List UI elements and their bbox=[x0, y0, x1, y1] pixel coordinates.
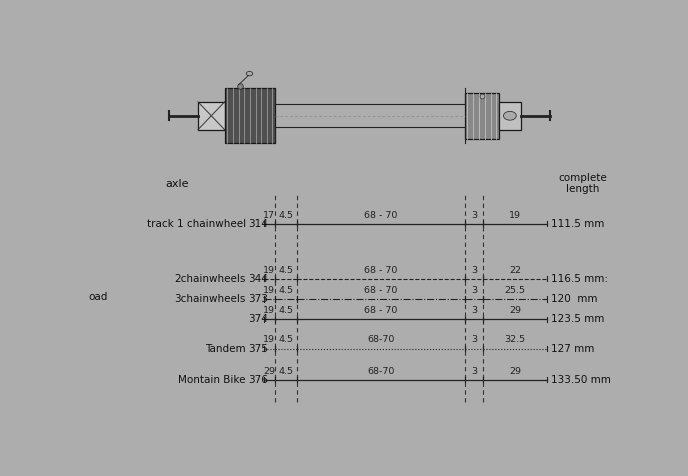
Text: 68 - 70: 68 - 70 bbox=[364, 286, 397, 295]
Text: 68-70: 68-70 bbox=[367, 367, 394, 376]
Text: 19: 19 bbox=[264, 306, 275, 315]
Text: 68-70: 68-70 bbox=[367, 336, 394, 345]
Text: 3: 3 bbox=[471, 336, 477, 345]
Text: 123.5 mm: 123.5 mm bbox=[551, 314, 604, 324]
Text: 133.50 mm: 133.50 mm bbox=[551, 375, 611, 385]
Bar bbox=[198, 102, 224, 129]
Text: 19: 19 bbox=[264, 336, 275, 345]
Text: 17: 17 bbox=[264, 211, 275, 220]
Text: 22: 22 bbox=[509, 266, 522, 275]
Text: 314: 314 bbox=[248, 219, 268, 229]
Circle shape bbox=[246, 71, 252, 76]
Text: 2chainwheels: 2chainwheels bbox=[175, 274, 246, 284]
Text: 68 - 70: 68 - 70 bbox=[364, 306, 397, 315]
Text: 4.5: 4.5 bbox=[279, 336, 294, 345]
Text: 4.5: 4.5 bbox=[279, 367, 294, 376]
Text: 374: 374 bbox=[248, 314, 268, 324]
Text: complete
length: complete length bbox=[559, 173, 608, 194]
Text: axle: axle bbox=[165, 178, 189, 188]
Text: 29: 29 bbox=[264, 367, 275, 376]
Text: 29: 29 bbox=[509, 306, 522, 315]
Text: 3: 3 bbox=[471, 367, 477, 376]
Bar bbox=[464, 93, 499, 139]
Text: 111.5 mm: 111.5 mm bbox=[551, 219, 604, 229]
Text: 68 - 70: 68 - 70 bbox=[364, 266, 397, 275]
Text: 4.5: 4.5 bbox=[279, 306, 294, 315]
Text: 19: 19 bbox=[509, 211, 522, 220]
Text: 373: 373 bbox=[248, 294, 268, 304]
Text: 29: 29 bbox=[509, 367, 522, 376]
Bar bbox=[224, 88, 275, 143]
Text: 3: 3 bbox=[471, 266, 477, 275]
Text: 32.5: 32.5 bbox=[505, 336, 526, 345]
Text: 127 mm: 127 mm bbox=[551, 344, 594, 354]
Text: Tandem: Tandem bbox=[205, 344, 246, 354]
Text: 376: 376 bbox=[248, 375, 268, 385]
Text: 68 - 70: 68 - 70 bbox=[364, 211, 397, 220]
Text: 4.5: 4.5 bbox=[279, 211, 294, 220]
Text: 3chainwheels: 3chainwheels bbox=[175, 294, 246, 304]
Text: 19: 19 bbox=[264, 286, 275, 295]
Text: 3: 3 bbox=[471, 211, 477, 220]
Text: 375: 375 bbox=[248, 344, 268, 354]
Text: track 1 chainwheel: track 1 chainwheel bbox=[147, 219, 246, 229]
Bar bbox=[499, 102, 521, 129]
Text: 3: 3 bbox=[471, 306, 477, 315]
Text: 344: 344 bbox=[248, 274, 268, 284]
Text: 3: 3 bbox=[471, 286, 477, 295]
Text: oad: oad bbox=[89, 292, 108, 302]
Text: 19: 19 bbox=[264, 266, 275, 275]
Text: 120  mm: 120 mm bbox=[551, 294, 597, 304]
Text: Montain Bike: Montain Bike bbox=[178, 375, 246, 385]
Text: 4.5: 4.5 bbox=[279, 266, 294, 275]
Text: 25.5: 25.5 bbox=[505, 286, 526, 295]
Text: 4.5: 4.5 bbox=[279, 286, 294, 295]
Text: 116.5 mm:: 116.5 mm: bbox=[551, 274, 608, 284]
Circle shape bbox=[504, 111, 516, 120]
